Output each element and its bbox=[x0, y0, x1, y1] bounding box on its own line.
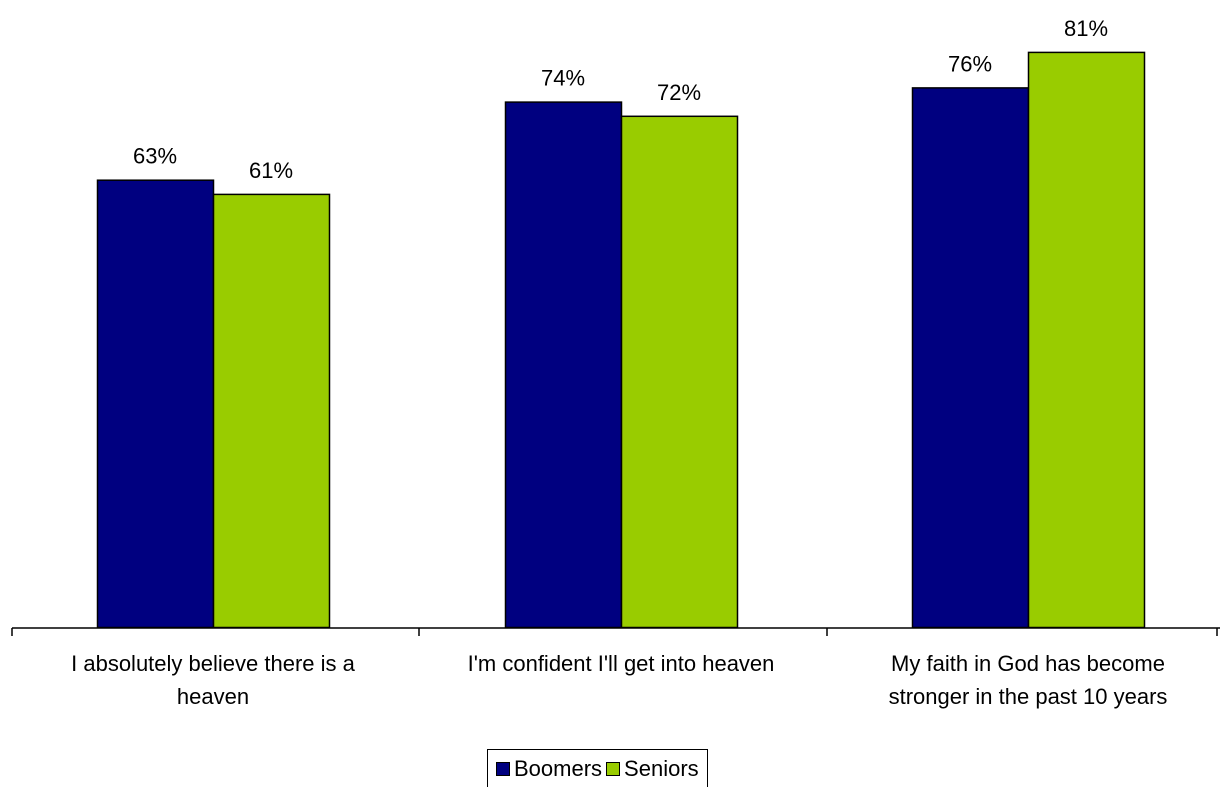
legend-label-seniors: Seniors bbox=[624, 755, 699, 781]
legend-item-boomers: Boomers bbox=[496, 756, 602, 782]
value-label-seniors-2: 81% bbox=[1064, 16, 1108, 41]
value-label-boomers-0: 63% bbox=[133, 144, 177, 169]
legend: Boomers Seniors bbox=[487, 749, 708, 787]
category-label-0: I absolutely believe there is a heaven bbox=[71, 651, 355, 709]
bar-seniors-2 bbox=[1027, 51, 1146, 629]
legend-swatch-boomers bbox=[496, 761, 510, 776]
bar-chart: 63% 61% 74% 72% 76% 81% I absolutely believe … bbox=[11, 16, 1220, 709]
x-axis bbox=[11, 627, 1220, 636]
value-label-seniors-1: 72% bbox=[657, 80, 701, 105]
value-label-seniors-0: 61% bbox=[249, 158, 293, 183]
legend-item-seniors: Seniors bbox=[606, 756, 699, 782]
bar-boomers-1 bbox=[504, 101, 623, 629]
category-labels-group: I absolutely believe there is a heaven I'm… bbox=[71, 651, 1167, 709]
category-label-1: I'm confident I'll get into heaven bbox=[468, 651, 775, 676]
bars-group bbox=[96, 51, 1146, 629]
value-labels-group: 63% 61% 74% 72% 76% 81% bbox=[133, 16, 1108, 183]
legend-swatch-seniors bbox=[606, 761, 621, 776]
value-label-boomers-1: 74% bbox=[541, 66, 585, 91]
bar-seniors-1 bbox=[620, 115, 739, 629]
bar-boomers-0 bbox=[96, 179, 215, 629]
category-label-2: My faith in God has become stronger in th… bbox=[889, 651, 1168, 709]
legend-label-boomers: Boomers bbox=[514, 755, 603, 781]
bar-seniors-0 bbox=[212, 193, 331, 629]
bar-boomers-2 bbox=[911, 87, 1030, 629]
value-label-boomers-2: 76% bbox=[948, 51, 992, 76]
